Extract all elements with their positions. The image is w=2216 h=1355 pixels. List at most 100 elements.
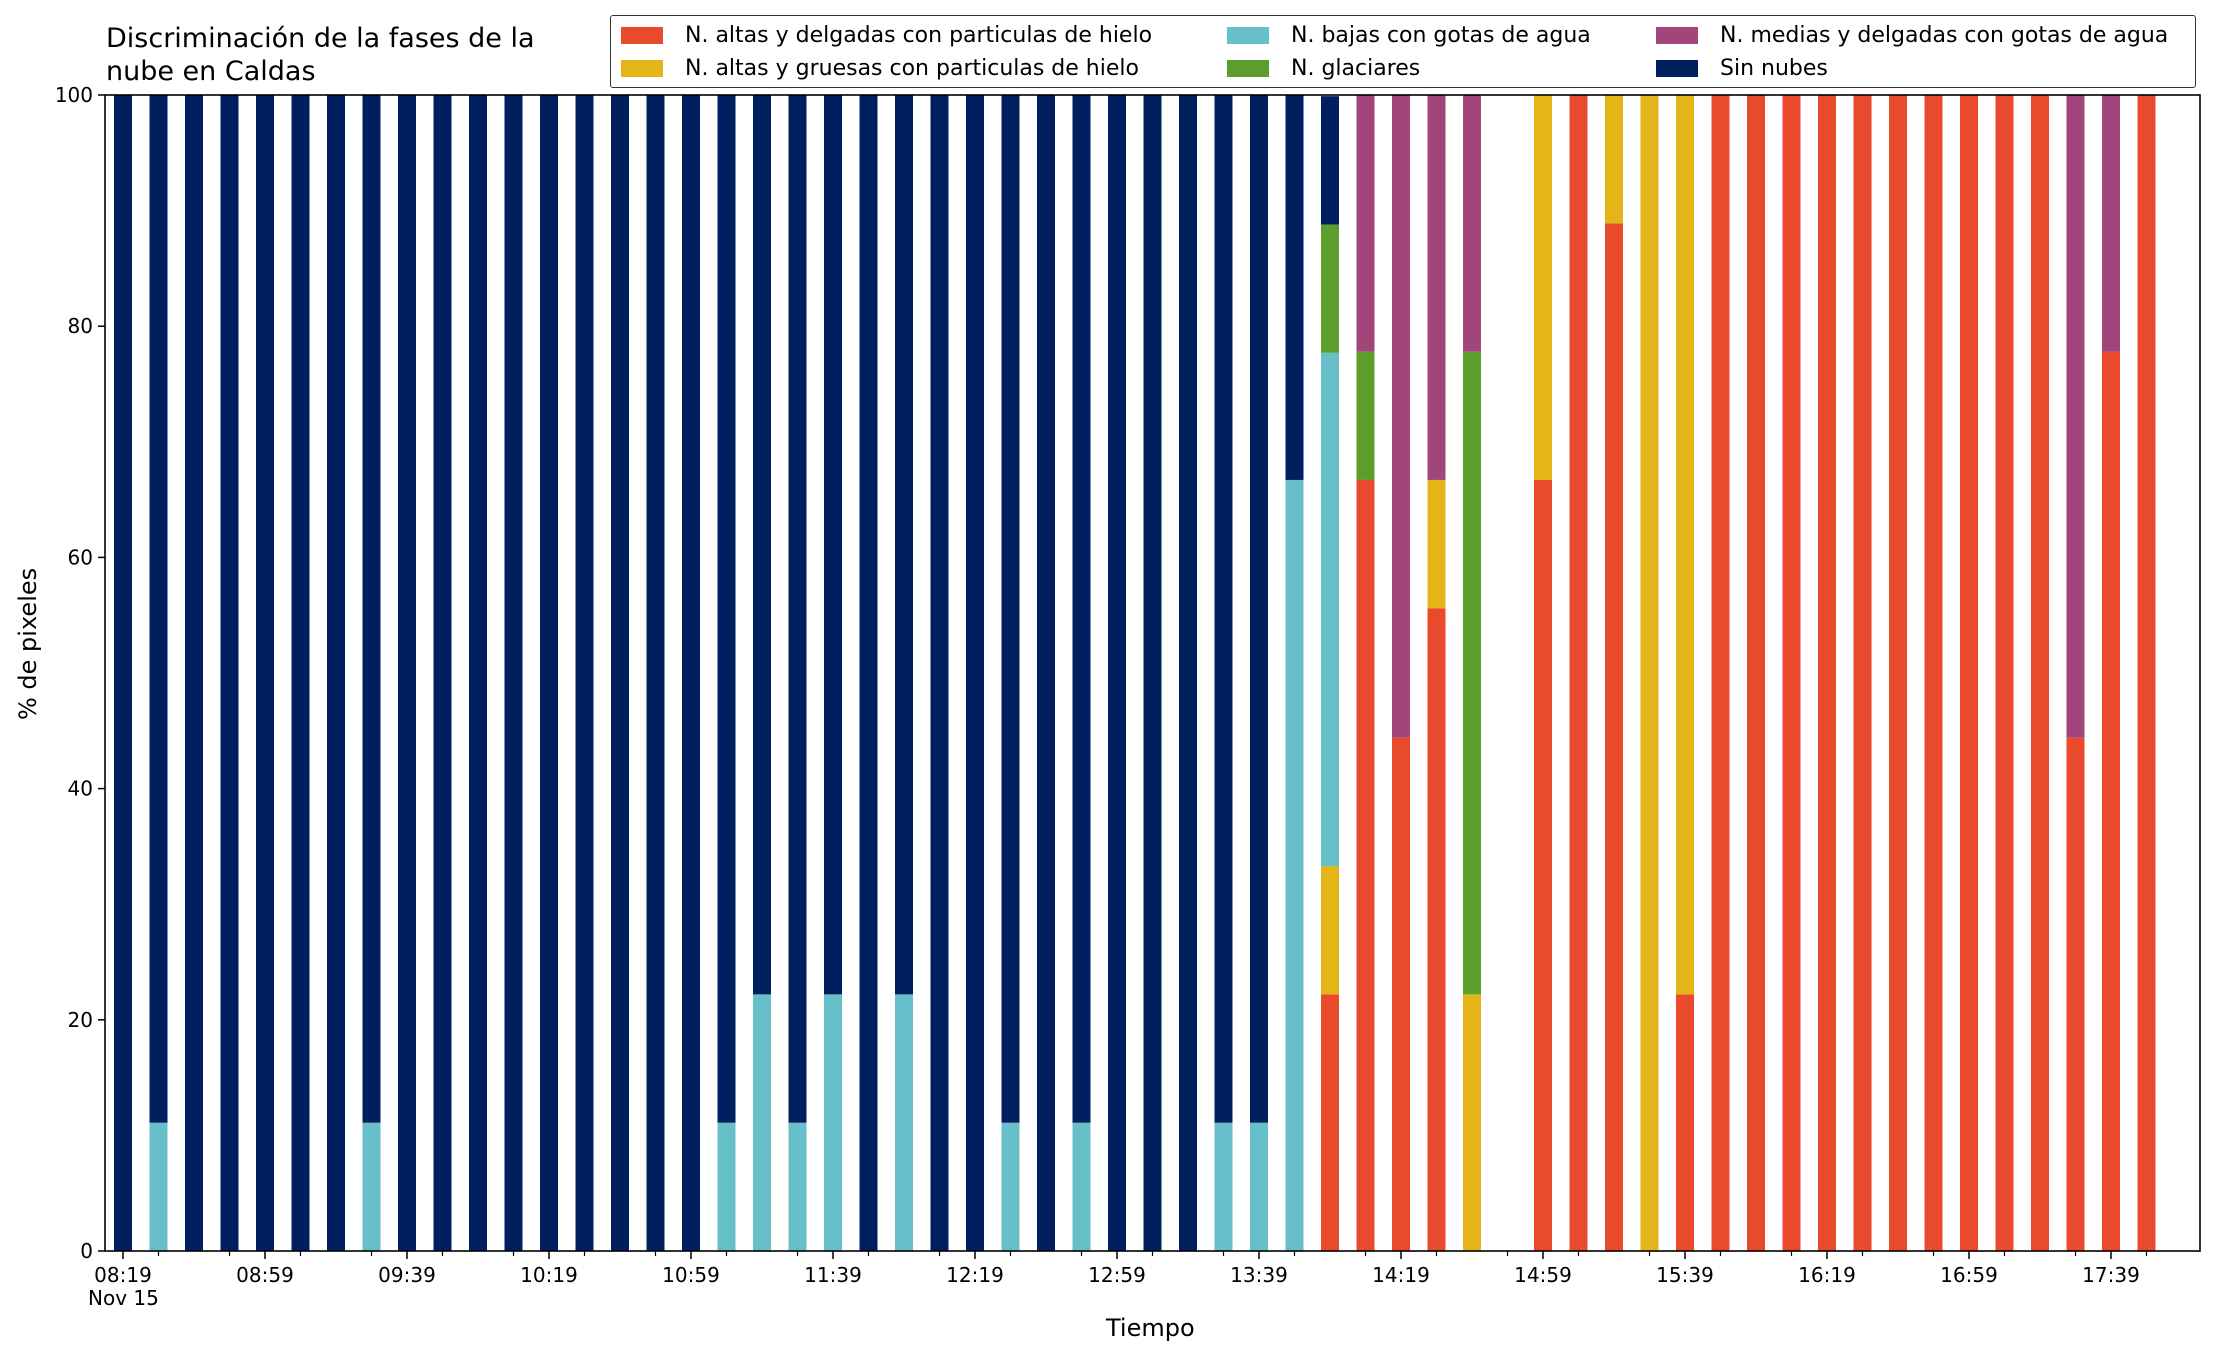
bar-segment: [788, 1122, 807, 1251]
y-tick-label: 40: [68, 777, 93, 801]
bar-segment: [1640, 95, 1659, 1251]
x-tick-label: 12:59: [1088, 1263, 1146, 1287]
bar-segment: [788, 95, 807, 1123]
bar-segment: [1356, 351, 1375, 480]
legend: N. altas y delgadas con particulas de hi…: [610, 15, 2196, 88]
bar-segment: [753, 994, 771, 1251]
bar-segment: [1392, 95, 1410, 738]
legend-label: N. medias y delgadas con gotas de agua: [1720, 22, 2169, 48]
bar-segment: [895, 95, 913, 995]
legend-item-altas-delgadas: N. altas y delgadas con particulas de hi…: [621, 20, 1152, 50]
bar-segment: [1285, 479, 1304, 1251]
legend-item-sin-nubes: Sin nubes: [1656, 53, 1828, 83]
bar-segment: [1214, 95, 1233, 1123]
bar-segment: [1108, 95, 1126, 1251]
bar-segment: [1960, 95, 1978, 1251]
bar-segment: [362, 95, 381, 1123]
legend-swatch: [621, 59, 663, 77]
x-tick-label: 14:59: [1514, 1263, 1572, 1287]
bar-segment: [433, 95, 452, 1251]
bar-segment: [1534, 479, 1552, 1251]
bar-segment: [469, 95, 487, 1251]
bar-segment: [682, 95, 700, 1251]
legend-label: N. bajas con gotas de agua: [1291, 22, 1591, 48]
legend-swatch: [1227, 26, 1269, 44]
bar-segment: [1924, 95, 1943, 1251]
x-axis-label: Tiempo: [1106, 1314, 1195, 1342]
bar-segment: [1427, 479, 1446, 609]
bar-segment: [1321, 352, 1339, 867]
x-tick-label: 08:59: [236, 1263, 294, 1287]
bar-segment: [1853, 95, 1872, 1251]
bar-segment: [1605, 95, 1623, 224]
y-tick-label: 100: [55, 83, 93, 107]
bar-segment: [1427, 608, 1446, 1251]
bar-segment: [2102, 351, 2120, 1252]
bar-segment: [1285, 95, 1304, 480]
x-date-label: Nov 15: [88, 1286, 159, 1310]
bars-group: [114, 95, 2156, 1252]
bar-segment: [398, 95, 416, 1251]
y-tick-label: 0: [80, 1239, 93, 1263]
bar-segment: [753, 95, 771, 995]
bar-segment: [1747, 95, 1765, 1251]
legend-label: N. glaciares: [1291, 55, 1421, 81]
bar-segment: [1463, 994, 1481, 1251]
bar-segment: [1889, 95, 1907, 1251]
legend-swatch: [621, 26, 663, 44]
legend-item-medias-delgadas: N. medias y delgadas con gotas de agua: [1656, 20, 2168, 50]
bar-segment: [930, 95, 949, 1251]
bar-segment: [575, 95, 594, 1251]
bar-segment: [1321, 994, 1339, 1251]
bar-segment: [1072, 1122, 1091, 1251]
bar-segment: [1179, 95, 1197, 1251]
bar-segment: [2137, 95, 2156, 1251]
legend-swatch: [1656, 26, 1698, 44]
bar-segment: [1321, 866, 1339, 995]
bar-segment: [717, 95, 736, 1123]
x-tick-label: 15:39: [1656, 1263, 1714, 1287]
bar-segment: [1001, 95, 1020, 1123]
legend-label: N. altas y gruesas con particulas de hie…: [685, 55, 1139, 81]
bar-segment: [1569, 95, 1588, 1251]
chart-title: Discriminación de la fases de la nube en…: [106, 23, 535, 87]
bar-segment: [1463, 95, 1481, 352]
bar-segment: [1676, 994, 1694, 1251]
bar-segment: [824, 994, 842, 1251]
legend-swatch: [1227, 59, 1269, 77]
bar-segment: [966, 95, 984, 1251]
y-tick-label: 20: [68, 1008, 93, 1032]
bar-segment: [1072, 95, 1091, 1123]
bar-segment: [1321, 224, 1339, 353]
bar-segment: [114, 95, 132, 1251]
x-tick-label: 09:39: [378, 1263, 436, 1287]
bar-segment: [1427, 95, 1446, 480]
bar-segment: [1782, 95, 1801, 1251]
bar-segment: [185, 95, 203, 1251]
bar-segment: [504, 95, 523, 1251]
x-tick-label: 13:39: [1230, 1263, 1288, 1287]
legend-swatch: [1656, 59, 1698, 77]
y-tick-label: 80: [68, 314, 93, 338]
bar-segment: [149, 1122, 168, 1251]
bar-segment: [1711, 95, 1730, 1251]
x-tick-label: 10:19: [520, 1263, 578, 1287]
x-tick-label: 17:39: [2082, 1263, 2140, 1287]
bar-segment: [1676, 95, 1694, 995]
bar-segment: [149, 95, 168, 1123]
bar-segment: [611, 95, 629, 1251]
bar-segment: [362, 1122, 381, 1251]
legend-item-bajas-gotas: N. bajas con gotas de agua: [1227, 20, 1591, 50]
bar-segment: [1534, 95, 1552, 480]
bar-segment: [1356, 95, 1375, 352]
bar-segment: [1605, 223, 1623, 1251]
bar-segment: [1392, 737, 1410, 1251]
bar-segment: [859, 95, 878, 1251]
bar-segment: [1037, 95, 1055, 1251]
bar-segment: [717, 1122, 736, 1251]
legend-label: Sin nubes: [1720, 55, 1828, 81]
bar-segment: [2066, 737, 2085, 1251]
y-axis-label: % de pixeles: [14, 567, 42, 720]
bar-segment: [1463, 351, 1481, 995]
